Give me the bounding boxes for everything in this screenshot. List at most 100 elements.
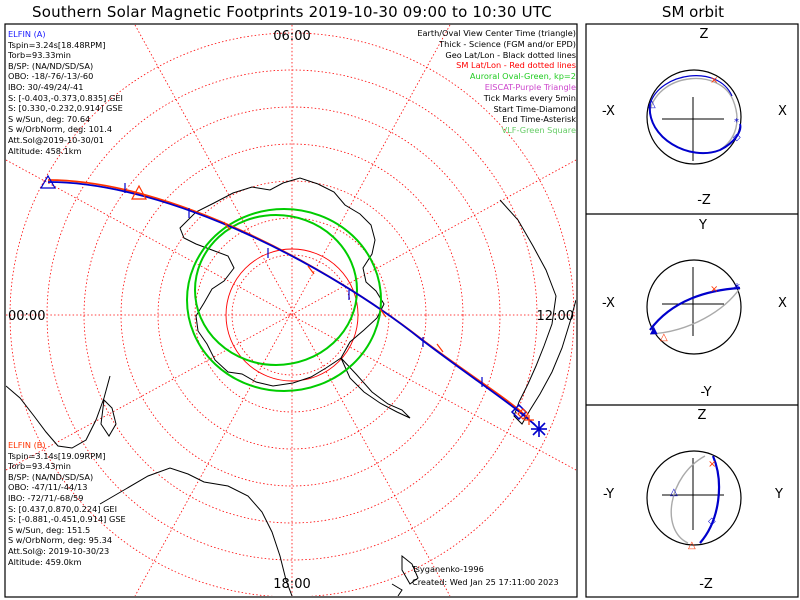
info-line: Altitude: 458.1km [8,145,82,156]
antarctic-peninsula [340,357,411,419]
legend: Earth/Oval View Center Time (triangle) T… [417,28,576,136]
axis-label-left: -X [602,104,615,119]
antarctica-coastline [179,177,385,387]
svg-text:△: △ [688,540,696,551]
info-line: S w/Sun, deg: 151.5 [8,524,91,535]
svg-text:△: △ [670,487,678,498]
view-center-triangle-a [39,174,57,189]
orbit-panel-xz: △ × ◇ * Z -Z -X X [602,27,787,208]
grid-circle [83,106,501,524]
axis-label-left: -X [602,296,615,311]
svg-text:*: * [734,281,740,295]
svg-text:△: △ [660,332,668,343]
orbit-path-b [649,287,741,335]
info-line: S w/Sun, deg: 70.64 [8,113,91,124]
footprint-map: 06:00 00:00 12:00 18:00 [6,25,576,596]
orbit-path-a [648,103,742,155]
time-label-top: 06:00 [273,29,310,44]
legend-entry: Geo Lat/Lon - Black dotted lines [445,49,576,60]
grid-circle [46,69,538,561]
legend-entry: Thick - Science (FGM and/or EPD) [439,38,576,49]
legend-entry: SM Lat/Lon - Red dotted lines [456,60,576,71]
info-line: B/SP: (NA/ND/SD/SA) [8,471,94,482]
elfin-b-name: ELFIN (B) [8,440,46,450]
info-line: Tspin=3.14s[19.09RPM] [8,450,106,461]
end-asterisk-a [531,421,547,437]
info-line: Tspin=3.24s[18.48RPM] [8,39,106,50]
africa-coastline [6,375,111,449]
time-label-right: 12:00 [537,309,574,324]
orbit-title: SM orbit [661,3,725,21]
info-line: S w/OrbNorm, deg: 95.34 [8,535,113,546]
legend-entry: EISCAT-Purple Triangle [484,81,576,92]
legend-entry: End Time-Asterisk [502,114,576,125]
grid-circle [157,180,427,450]
info-line: S: [0.330,-0.232,0.914] GSE [8,103,123,114]
madagascar-coastline [100,398,117,437]
info-line: S: [-0.403,-0.373,0.835] GEI [8,92,123,103]
svg-text:×: × [708,459,716,470]
end-asterisk-b [524,415,534,425]
sm-grid [6,25,576,596]
plot-title: Southern Solar Magnetic Footprints 2019-… [32,3,552,21]
axis-label-right: Y [774,487,783,502]
axis-label-top: Z [698,408,707,423]
axis-label-right: X [778,296,787,311]
info-line: OBO: -18/-76/-13/-60 [8,71,94,82]
time-label-left: 00:00 [8,309,45,324]
australia-coastline [99,467,293,596]
view-center-triangle-b [130,184,148,200]
map-frame [4,23,578,598]
model-credit: Tsyganenko-1996 [412,564,484,574]
info-line: IBO: 30/-49/24/-41 [8,81,84,92]
new-zealand-coastline [391,554,419,596]
tick-marks-b [223,221,444,353]
elfin-a-name: ELFIN (A) [8,29,46,39]
info-line: S: [0.437,0.870,0.224] GEI [8,503,118,514]
credits: Tsyganenko-1996 Created: Wed Jan 25 17:1… [412,564,559,587]
info-line: S w/OrbNorm, deg: 101.4 [8,124,113,135]
info-line: Att.Sol@: 2019-10-30/23 [8,545,110,556]
elfin-a-info: ELFIN (A) Tspin=3.24s[18.48RPM] Torb=93.… [8,29,123,156]
legend-entry: VLF-Green Square [501,125,576,136]
start-diamond-b [517,408,529,420]
svg-text:×: × [710,284,718,295]
svg-text:◇: ◇ [733,132,741,143]
info-line: Torb=93.33min [8,50,71,61]
svg-text:×: × [710,75,718,86]
grid-meridian [134,25,451,596]
info-line: B/SP: (NA/ND/SD/SA) [8,60,94,71]
axis-label-right: X [778,104,787,119]
svg-text:*: * [734,117,739,128]
axis-label-top: Z [700,27,709,42]
legend-entry: Tick Marks every 5min [483,92,576,103]
auroral-oval-equatorward [186,208,382,392]
time-label-bottom: 18:00 [273,577,310,592]
auroral-oval [186,208,382,392]
created-timestamp: Created: Wed Jan 25 17:11:00 2023 [412,576,559,587]
axis-label-left: -Y [603,487,614,502]
orbit-frame [585,23,799,598]
info-line: S: [-0.881,-0.451,0.914] GSE [8,514,126,525]
info-line: Att.Sol@2019-10-30/01 [8,134,104,145]
legend-entry: Earth/Oval View Center Time (triangle) [417,28,576,38]
axis-label-bottom: -Z [697,193,711,208]
axis-label-top: Y [698,218,707,233]
elfin-a-footprint-track [47,181,536,426]
axis-label-bottom: -Z [699,577,713,592]
south-america-coastline [499,199,576,425]
info-line: Torb=93.43min [8,461,71,472]
svg-text:▲: ▲ [650,325,658,336]
orbit-panel-yz: △ × ◇ △ Z -Z -Y Y [603,408,783,592]
svg-text:◇: ◇ [708,516,716,527]
axis-label-bottom: -Y [700,385,711,400]
grid-meridian [6,159,576,471]
svg-text:△: △ [648,99,656,110]
legend-entry: Auroral Oval-Green, kp=2 [469,71,576,82]
pole-circle [225,248,359,382]
info-line: OBO: -47/11/-44/13 [8,482,88,493]
grid-meridian [6,159,576,471]
orbit-path-b [670,455,706,544]
elfin-b-info: ELFIN (B) Tspin=3.14s[19.09RPM] Torb=93.… [8,440,126,567]
